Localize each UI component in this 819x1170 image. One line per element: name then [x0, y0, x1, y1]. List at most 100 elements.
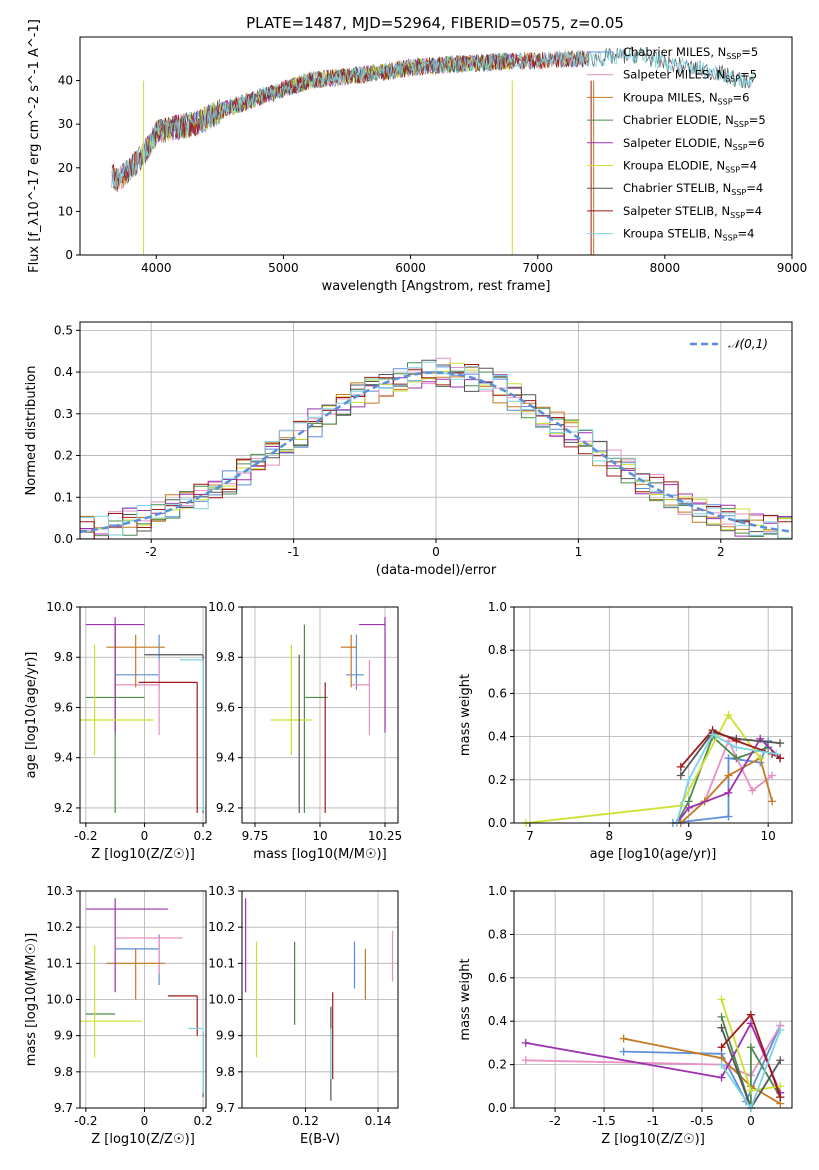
weight-marker: [717, 995, 726, 1004]
y-tick-label: 0.2: [488, 1058, 507, 1072]
y-tick-label: 0.0: [488, 816, 507, 830]
y-tick-label: 10.0: [208, 600, 235, 614]
x-tick-label: 1: [575, 545, 583, 559]
weight-line-2: [623, 1037, 781, 1105]
y-axis-label: mass weight: [458, 958, 473, 1040]
y-tick-label: 0.8: [488, 927, 507, 941]
weight-marker: [748, 786, 757, 795]
x-axis-label: Z [log10(Z/Z☉)]: [91, 1132, 195, 1147]
x-tick-label: 10.25: [368, 829, 402, 843]
weight-marker: [521, 1056, 530, 1065]
x-tick-label: 0: [432, 545, 440, 559]
y-tick-label: 0.0: [54, 532, 73, 546]
legend-label: Kroupa STELIB, NSSP=4: [623, 227, 754, 243]
weight-marker: [776, 739, 785, 748]
weight-marker: [776, 1056, 785, 1065]
x-tick-label: -1.5: [592, 1114, 615, 1128]
weight-marker: [676, 762, 685, 771]
x-tick-label: 2: [717, 545, 725, 559]
weight-marker: [724, 754, 733, 763]
y-tick-label: 0.2: [488, 773, 507, 787]
y-tick-label: 30: [58, 117, 73, 131]
y-tick-label: 0.1: [54, 490, 73, 504]
y-tick-label: 0.5: [54, 323, 73, 337]
y-tick-label: 9.8: [54, 1065, 73, 1079]
y-tick-label: 10.2: [208, 920, 235, 934]
legend-label: Salpeter ELODIE, NSSP=6: [623, 136, 765, 152]
axes-frame: [79, 890, 207, 1109]
x-tick-label: 9.75: [242, 829, 269, 843]
weight-marker: [746, 1086, 755, 1095]
weight-marker: [724, 812, 733, 821]
weight-marker: [746, 1010, 755, 1019]
axes-frame: [241, 890, 399, 1109]
spectrum-lines: [111, 45, 754, 255]
y-tick-label: 0.4: [54, 365, 73, 379]
y-tick-label: 10.2: [46, 920, 73, 934]
x-tick-label: 0: [141, 829, 149, 843]
x-axis-label: mass [log10(M/M☉)]: [253, 847, 386, 862]
x-tick-label: 9000: [777, 261, 808, 275]
x-tick-label: 0.14: [365, 1114, 392, 1128]
x-axis-label: wavelength [Angstrom, rest frame]: [322, 279, 551, 294]
y-axis-label: Flux [f_λ10^-17 erg cm^-2 s^-1 A^-1]: [27, 19, 42, 273]
legend-label: Chabrier MILES, NSSP=5: [623, 45, 758, 61]
x-tick-label: 6000: [395, 261, 426, 275]
y-tick-label: 10.3: [46, 884, 73, 898]
x-tick-label: -0.2: [74, 1114, 97, 1128]
axes-frame: [513, 890, 793, 1109]
x-tick-label: 0.12: [292, 1114, 319, 1128]
y-tick-label: 0.4: [488, 730, 507, 744]
y-tick-label: 9.7: [54, 1101, 73, 1115]
massweight_vs_Z-panel: -2 -1.5 -1 -0.5 0 0.0 0.2 0.4 0.6 0.8 1.0 Z [log10(…: [458, 884, 793, 1147]
legend-label: Chabrier STELIB, NSSP=4: [623, 181, 763, 197]
y-tick-label: 9.9: [216, 1029, 235, 1043]
massweight_vs_age-panel: 7 8 9 10 0.0 0.2 0.4 0.6 0.8 1.0 age [log10(age/yr…: [458, 600, 793, 862]
weight-line-5: [525, 713, 761, 824]
x-tick-label: 8000: [650, 261, 681, 275]
spectrum-panel: 4000 5000 6000 7000 8000 9000 0 10 20 30 40 wavelen…: [27, 19, 807, 294]
y-tick-label: 9.7: [216, 1101, 235, 1115]
y-axis-label: mass [log10(M/M☉)]: [24, 933, 39, 1066]
y-tick-label: 20: [58, 161, 73, 175]
weight-marker: [724, 788, 733, 797]
weight-marker: [521, 1038, 530, 1047]
x-axis-label: age [log10(age/yr)]: [590, 847, 717, 862]
y-tick-label: 10.1: [46, 956, 73, 970]
x-tick-label: 0.2: [194, 829, 213, 843]
y-tick-label: 0.0: [488, 1101, 507, 1115]
legend-label: Salpeter MILES, NSSP=5: [623, 68, 757, 84]
x-axis-label: Z [log10(Z/Z☉)]: [91, 847, 195, 862]
legend-label: 𝒩(0,1): [728, 337, 768, 351]
y-tick-label: 10.3: [208, 884, 235, 898]
y-tick-label: 9.6: [54, 700, 73, 714]
x-tick-label: -2: [145, 545, 157, 559]
y-tick-label: 0.4: [488, 1014, 507, 1028]
x-tick-label: 7: [526, 829, 534, 843]
y-tick-label: 0.2: [54, 449, 73, 463]
legend-label: Kroupa MILES, NSSP=6: [623, 90, 749, 106]
age_vs_Z-panel: -0.2 0 0.2 9.2 9.4 9.6 9.8 10.0 Z [log10(Z/Z☉)] a…: [24, 600, 213, 862]
y-tick-label: 10.0: [46, 993, 73, 1007]
mass_vs_Z-panel: -0.2 0 0.2 9.7 9.8 9.9 10.0 10.1 10.2 10.3 Z [log1…: [24, 884, 213, 1147]
weight-marker: [717, 1023, 726, 1032]
weight-marker: [776, 1082, 785, 1091]
weight-marker: [776, 1093, 785, 1102]
weight-marker: [717, 1012, 726, 1021]
x-axis-label: (data-model)/error: [376, 563, 497, 578]
weight-marker: [732, 754, 741, 763]
x-axis-label: Z [log10(Z/Z☉)]: [601, 1132, 705, 1147]
y-tick-label: 9.4: [216, 751, 235, 765]
weight-marker: [717, 1060, 726, 1069]
legend-label: Chabrier ELODIE, NSSP=5: [623, 113, 766, 129]
y-tick-label: 1.0: [488, 884, 507, 898]
x-tick-label: -0.2: [74, 829, 97, 843]
weight-marker: [676, 771, 685, 780]
x-tick-label: 9: [685, 829, 693, 843]
x-axis-label: E(B-V): [300, 1132, 340, 1147]
axes-frame: [79, 36, 793, 256]
y-tick-label: 0.3: [54, 407, 73, 421]
weight-marker: [776, 1025, 785, 1034]
x-tick-label: 5000: [268, 261, 299, 275]
weight-line-3: [720, 1016, 782, 1109]
